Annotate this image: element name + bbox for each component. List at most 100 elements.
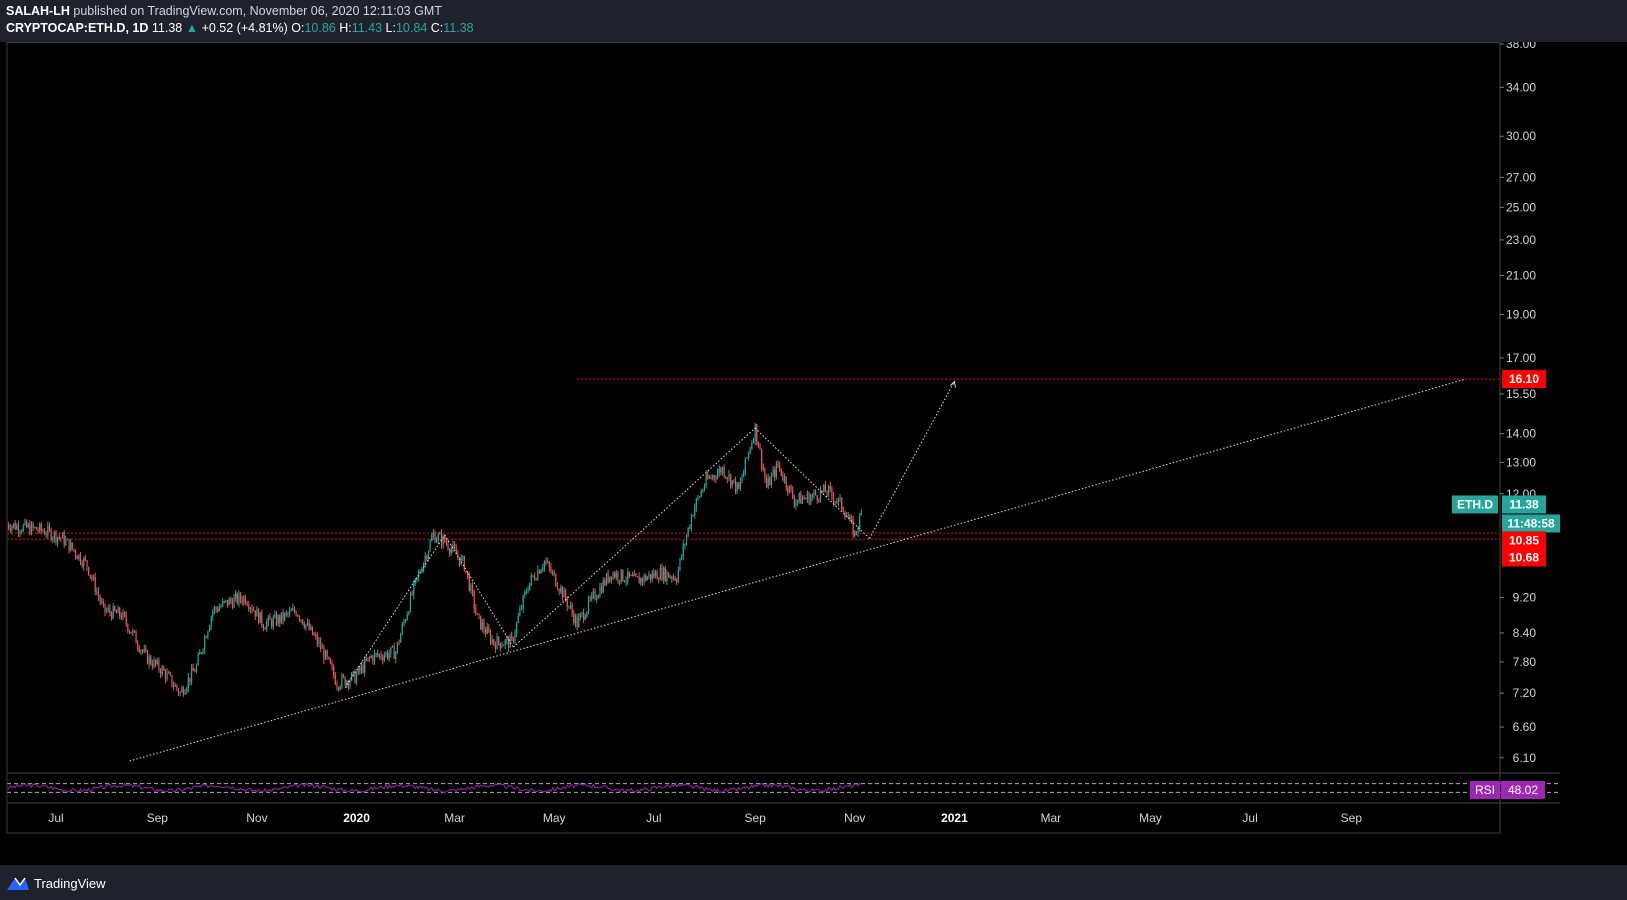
candle-body <box>122 611 124 619</box>
candle-body <box>88 566 90 575</box>
candle-body <box>512 637 514 642</box>
candle-body <box>171 675 173 686</box>
candle-body <box>220 606 222 608</box>
candle-body <box>195 665 198 673</box>
candle-body <box>39 523 41 531</box>
candle-body <box>620 569 622 582</box>
candle-body <box>537 570 539 580</box>
time-tick-label: 2020 <box>343 811 370 825</box>
candle-body <box>55 531 57 543</box>
candle-body <box>262 625 265 630</box>
candle-body <box>127 623 129 632</box>
candle-body <box>336 684 338 688</box>
candle-body <box>774 469 776 477</box>
candle-body <box>494 644 497 650</box>
candle-body <box>522 595 524 609</box>
candle-body <box>212 610 214 617</box>
candle-body <box>401 624 403 634</box>
candle-body <box>115 610 118 614</box>
candle-body <box>471 584 474 593</box>
candle-body <box>672 577 675 579</box>
candle-body <box>859 515 861 529</box>
candle-body <box>403 621 405 625</box>
candle-body <box>520 608 523 610</box>
candle-body <box>119 607 121 616</box>
brand-label: TradingView <box>34 875 106 891</box>
candle-body <box>698 496 701 498</box>
candle-body <box>182 688 185 695</box>
candle-body <box>475 608 477 614</box>
candle-body <box>293 608 296 612</box>
candle-body <box>682 544 684 557</box>
candle-body <box>788 485 791 493</box>
candle-body <box>749 448 751 453</box>
candle-body <box>550 567 552 573</box>
candle-body <box>808 493 810 504</box>
candle-body <box>498 636 500 643</box>
candle-body <box>654 571 657 577</box>
candle-body <box>535 579 537 581</box>
candle-body <box>146 650 149 664</box>
candle-body <box>298 616 300 620</box>
candle-body <box>777 463 779 466</box>
candle-body <box>29 524 31 535</box>
candle-body <box>357 667 359 675</box>
candle-body <box>202 649 204 653</box>
candle-body <box>143 648 145 652</box>
candle-body <box>102 601 104 604</box>
candle-body <box>339 686 341 689</box>
candle-body <box>734 479 737 492</box>
candle-body <box>705 474 707 486</box>
candle-body <box>96 591 98 593</box>
candle-body <box>772 469 774 476</box>
candle-body <box>800 493 802 504</box>
level-price-tag-16-10: 16.10 <box>1509 372 1539 386</box>
level-price-tag-10-85-bg <box>1502 531 1546 550</box>
candle-body <box>9 527 11 531</box>
candle-body <box>369 657 371 659</box>
candle-body <box>24 520 26 525</box>
price-tick-label: 23.00 <box>1506 233 1536 247</box>
candle-body <box>73 548 75 551</box>
candle-body <box>529 582 531 590</box>
candle-body <box>30 523 33 535</box>
candle-body <box>377 653 379 656</box>
price-tick-label: 34.00 <box>1506 80 1536 94</box>
candle-body <box>821 490 823 492</box>
candle-body <box>849 516 851 519</box>
symbol-label[interactable]: CRYPTOCAP:ETH.D, 1D <box>6 21 149 35</box>
candle-body <box>630 574 632 577</box>
candle-body <box>431 537 433 542</box>
tradingview-brand[interactable]: TradingView <box>6 873 106 893</box>
level-price-tag-10-68-bg <box>1502 548 1546 567</box>
author-name[interactable]: SALAH-LH <box>6 4 70 18</box>
candle-body <box>145 648 147 651</box>
candle-body <box>120 615 122 619</box>
candle-body <box>223 601 225 603</box>
candle-body <box>323 647 325 660</box>
candle-body <box>489 631 492 643</box>
candle-body <box>467 571 469 576</box>
candle-body <box>442 535 444 545</box>
candle-body <box>248 605 250 609</box>
price-chart[interactable]: 38.00 34.00 30.00 27.00 25.00 23.00 21.00 19.00… <box>0 42 1627 865</box>
candle-body <box>600 586 603 593</box>
candle-body <box>148 656 150 664</box>
candle-body <box>66 539 69 541</box>
candle-body <box>676 580 678 583</box>
candle-body <box>135 631 137 644</box>
candle-body <box>643 575 645 582</box>
time-tick-label: May <box>543 811 566 825</box>
candle-body <box>297 615 299 617</box>
candle-body <box>200 652 202 654</box>
candle-body <box>493 639 495 645</box>
price-tick-label: 7.80 <box>1513 655 1537 669</box>
candle-body <box>685 535 688 545</box>
candle-body <box>810 497 812 504</box>
candle-body <box>806 493 809 499</box>
time-axis[interactable]: Jul Sep Nov 2020 Mar May Jul Sep Nov 2021 Mar May Ju… <box>48 811 1362 825</box>
price-axis[interactable]: 38.00 34.00 30.00 27.00 25.00 23.00 21.00 19.00… <box>1500 42 1536 765</box>
candle-body <box>300 619 302 621</box>
candle-body <box>741 477 743 482</box>
candle-body <box>362 665 364 673</box>
